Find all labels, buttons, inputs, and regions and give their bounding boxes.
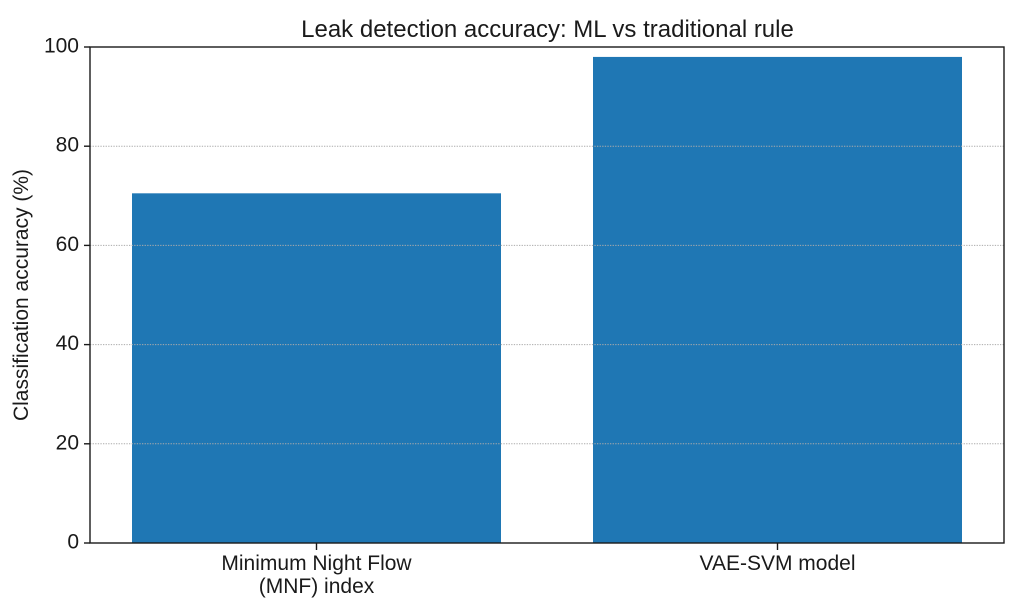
svg-text:60: 60 (56, 233, 79, 256)
svg-text:Classification accuracy (%): Classification accuracy (%) (10, 169, 33, 421)
svg-text:20: 20 (56, 431, 79, 454)
svg-text:40: 40 (56, 332, 79, 355)
svg-text:Leak detection accuracy: ML vs: Leak detection accuracy: ML vs tradition… (301, 16, 794, 43)
svg-text:0: 0 (67, 531, 79, 554)
svg-text:Minimum Night Flow: Minimum Night Flow (221, 552, 412, 575)
svg-text:100: 100 (44, 35, 79, 58)
svg-text:VAE-SVM model: VAE-SVM model (700, 552, 856, 575)
svg-text:80: 80 (56, 134, 79, 157)
svg-text:(MNF) index: (MNF) index (259, 575, 375, 598)
